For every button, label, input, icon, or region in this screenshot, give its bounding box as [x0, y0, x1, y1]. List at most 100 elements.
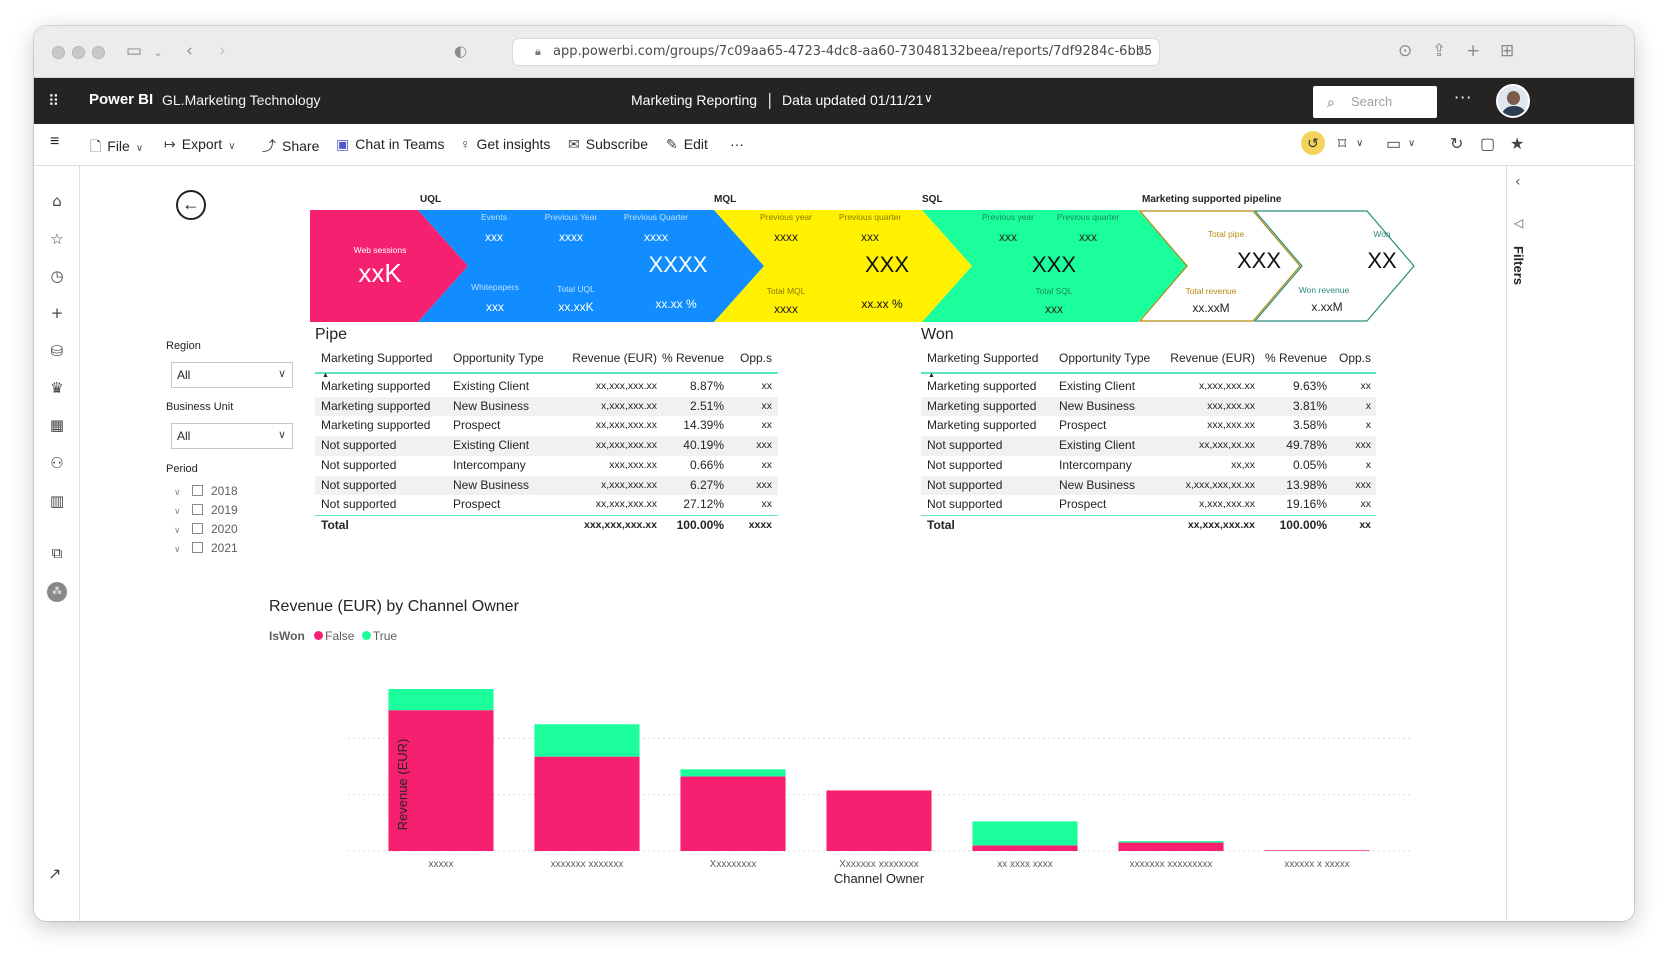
- workspaces-icon[interactable]: ⧉: [51, 544, 63, 562]
- sidebar-toggle-icon[interactable]: ▭: [126, 41, 143, 61]
- hamburger-menu-icon[interactable]: ≡: [50, 133, 60, 150]
- table-row[interactable]: Not supported New Business x,xxx,xxx.xx 6.2…: [315, 475, 778, 496]
- period-option[interactable]: ∨ 2019: [174, 502, 238, 518]
- bar-true[interactable]: [534, 724, 640, 757]
- reset-icon[interactable]: ↺: [1301, 131, 1325, 155]
- checkbox[interactable]: [192, 523, 203, 535]
- table-row[interactable]: Marketing supported New Business xxx,xxx.x…: [921, 396, 1376, 417]
- filters-pane[interactable]: ‹ ◁ Filters: [1506, 166, 1534, 921]
- workspace-avatar-icon[interactable]: ⁂: [34, 580, 80, 602]
- forward-nav-icon[interactable]: ›: [219, 41, 226, 61]
- bar-true[interactable]: [680, 769, 786, 777]
- column-header[interactable]: Opp.s: [1338, 351, 1371, 365]
- tab-overview-icon[interactable]: ⊞: [1500, 41, 1515, 61]
- checkbox[interactable]: [192, 485, 203, 497]
- table-row[interactable]: Marketing supported Prospect xx,xxx,xxx.xx…: [315, 416, 778, 436]
- apps-icon[interactable]: ▦: [49, 416, 65, 434]
- bar-false[interactable]: [388, 710, 494, 851]
- region-dropdown[interactable]: All ∨: [171, 362, 293, 388]
- period-option[interactable]: ∨ 2021: [174, 540, 238, 556]
- chevron-left-icon[interactable]: ‹: [1515, 174, 1521, 190]
- bar-false[interactable]: [826, 790, 932, 851]
- bar-true[interactable]: [1118, 841, 1224, 843]
- bar-false[interactable]: [1118, 842, 1224, 851]
- shield-icon[interactable]: ◐: [454, 42, 468, 60]
- brand-name[interactable]: Power BI: [89, 91, 154, 108]
- close-window-button[interactable]: [52, 46, 65, 59]
- home-icon[interactable]: ⌂: [52, 192, 62, 210]
- sort-ascending-icon[interactable]: ▲: [322, 372, 329, 379]
- favorites-icon[interactable]: ☆: [50, 230, 64, 248]
- data-updated-label[interactable]: Data updated 01/11/21: [782, 92, 924, 108]
- search-input[interactable]: ⌕ Search: [1313, 86, 1437, 118]
- column-header[interactable]: Opportunity Type: [453, 351, 543, 365]
- table-row[interactable]: Not supported Existing Client xx,xxx,xxx.x…: [315, 436, 778, 456]
- file-menu-button[interactable]: 🗋︎ File ∨: [90, 136, 143, 160]
- column-header[interactable]: Revenue (EUR): [1170, 351, 1255, 365]
- get-insights-button[interactable]: ♀ Get insights: [460, 136, 550, 152]
- table-row[interactable]: Not supported Intercompany xx,xx 0.05% x: [921, 456, 1376, 476]
- column-header[interactable]: Opp.s: [739, 351, 772, 365]
- table-row[interactable]: Not supported Existing Client xx,xxx,xx.xx…: [921, 436, 1376, 456]
- view-icon[interactable]: ▭: [1386, 136, 1402, 153]
- legend-true-label[interactable]: True: [372, 629, 398, 643]
- goals-icon[interactable]: ♛: [50, 379, 64, 397]
- recent-icon[interactable]: ◷: [50, 267, 64, 285]
- minimize-window-button[interactable]: [72, 46, 85, 59]
- checkbox[interactable]: [192, 542, 203, 554]
- business-unit-dropdown[interactable]: All ∨: [171, 423, 293, 449]
- period-option[interactable]: ∨ 2020: [174, 521, 238, 537]
- address-bar[interactable]: 🔒︎ app.powerbi.com/groups/7c09aa65-4723-…: [512, 38, 1160, 66]
- bar-false[interactable]: [972, 845, 1078, 851]
- bookmark-icon[interactable]: ⌑: [1338, 136, 1347, 153]
- reload-icon[interactable]: ↻: [1138, 44, 1149, 59]
- bar-true[interactable]: [388, 689, 494, 711]
- column-header[interactable]: % Revenue: [1264, 351, 1327, 365]
- comment-icon[interactable]: ▢: [1480, 136, 1496, 153]
- avatar[interactable]: [1496, 84, 1530, 118]
- workspace-name[interactable]: GL.Marketing Technology: [162, 92, 321, 108]
- column-header[interactable]: Marketing Supported: [321, 351, 433, 365]
- bar-false[interactable]: [1264, 850, 1370, 851]
- chevron-down-icon[interactable]: ∨: [924, 91, 933, 105]
- edit-button[interactable]: ✎ Edit: [666, 136, 708, 153]
- bar-false[interactable]: [534, 756, 640, 851]
- more-actions-button[interactable]: ···: [730, 136, 744, 152]
- subscribe-button[interactable]: ✉ Subscribe: [568, 136, 648, 153]
- favorite-star-icon[interactable]: ★: [1510, 136, 1525, 153]
- filters-label[interactable]: Filters: [1511, 246, 1526, 286]
- chevron-down-icon[interactable]: ∨: [1356, 138, 1364, 149]
- bar-false[interactable]: [680, 776, 786, 851]
- download-icon[interactable]: ⊙: [1398, 41, 1413, 61]
- table-row[interactable]: Not supported Intercompany xxx,xxx.xx 0.66%…: [315, 456, 778, 476]
- table-row[interactable]: Marketing supported Existing Client xx,xxx…: [315, 377, 778, 397]
- back-arrow-icon[interactable]: ←: [176, 190, 206, 220]
- chevron-down-icon[interactable]: ⌄: [154, 48, 163, 59]
- period-option[interactable]: ∨ 2018: [174, 483, 238, 499]
- create-icon[interactable]: +: [50, 304, 64, 322]
- bar-true[interactable]: [972, 821, 1078, 846]
- checkbox[interactable]: [192, 504, 203, 516]
- expand-icon[interactable]: ↗: [48, 864, 62, 883]
- app-launcher-icon[interactable]: ⠿: [48, 92, 59, 110]
- legend-false-label[interactable]: False: [325, 629, 355, 643]
- share-icon[interactable]: ⇪: [1432, 41, 1447, 61]
- shared-icon[interactable]: ⚇: [50, 454, 64, 472]
- chat-in-teams-button[interactable]: ▣ Chat in Teams: [336, 136, 444, 153]
- table-row[interactable]: Not supported Prospect xx,xxx,xxx.xx 27.12%…: [315, 495, 778, 515]
- table-row[interactable]: Marketing supported Prospect xxx,xxx.xx 3.5…: [921, 416, 1376, 436]
- export-menu-button[interactable]: ↦ Export ∨: [164, 136, 236, 153]
- zoom-window-button[interactable]: [92, 46, 105, 59]
- more-options-button[interactable]: ···: [1454, 88, 1473, 107]
- learn-icon[interactable]: ▥: [49, 492, 65, 510]
- refresh-icon[interactable]: ↻: [1450, 136, 1464, 153]
- sort-ascending-icon[interactable]: ▲: [928, 372, 935, 379]
- table-row[interactable]: Not supported Prospect x,xxx,xxx.xx 19.16% x…: [921, 495, 1376, 515]
- share-button[interactable]: ⤴ Share: [262, 136, 319, 156]
- table-row[interactable]: Marketing supported Existing Client x,xxx,…: [921, 377, 1376, 397]
- chevron-down-icon[interactable]: ∨: [1408, 138, 1416, 149]
- datasets-icon[interactable]: ⛁: [50, 342, 64, 360]
- column-header[interactable]: Revenue (EUR): [572, 351, 657, 365]
- column-header[interactable]: Marketing Supported: [927, 351, 1039, 365]
- new-tab-icon[interactable]: +: [1466, 41, 1481, 61]
